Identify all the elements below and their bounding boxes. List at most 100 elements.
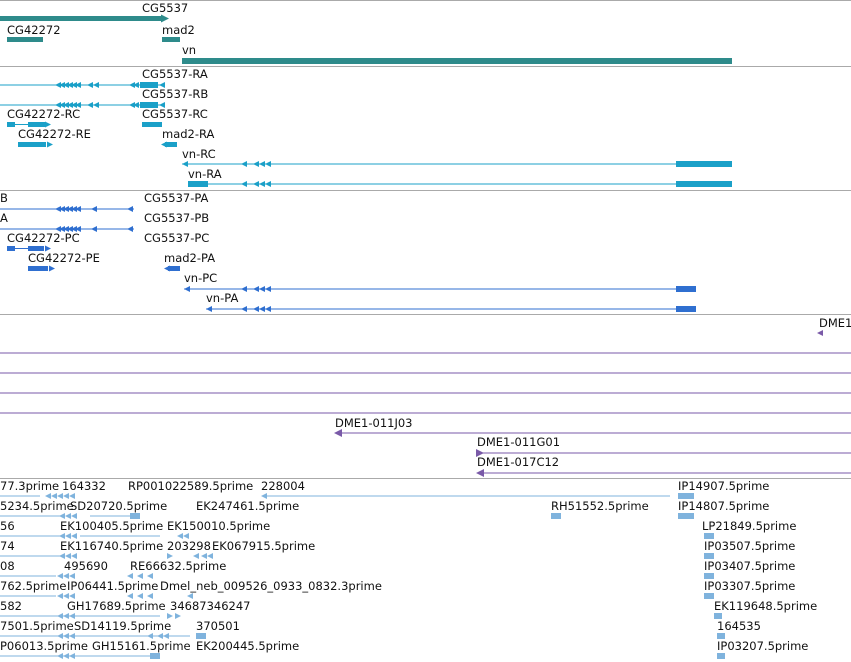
est-block[interactable] <box>704 573 714 579</box>
est-label[interactable]: IP03507.5prime <box>704 539 796 553</box>
exon-block[interactable] <box>676 161 732 167</box>
est-block[interactable] <box>130 513 140 519</box>
est-block[interactable] <box>196 633 206 639</box>
strand-arrow[interactable] <box>87 82 93 88</box>
strand-arrow[interactable] <box>67 226 73 232</box>
est-label[interactable]: GH17689.5prime <box>67 599 166 613</box>
strand-arrow[interactable] <box>259 306 265 312</box>
strand-arrow[interactable] <box>167 553 173 559</box>
strand-arrow[interactable] <box>87 102 93 108</box>
est-label[interactable]: 56 <box>0 519 15 533</box>
strand-arrow[interactable] <box>161 14 169 23</box>
strand-arrow[interactable] <box>157 633 163 639</box>
strand-arrow[interactable] <box>241 286 247 292</box>
strand-arrow[interactable] <box>175 613 181 619</box>
strand-arrow[interactable] <box>241 181 247 187</box>
strand-arrow[interactable] <box>93 82 99 88</box>
strand-arrow[interactable] <box>261 493 267 499</box>
est-block[interactable] <box>704 533 714 539</box>
est-label[interactable]: EK067915.5prime <box>212 539 316 553</box>
strand-arrow[interactable] <box>206 306 212 312</box>
est-label[interactable]: P06013.5prime <box>0 639 88 653</box>
strand-arrow[interactable] <box>476 469 484 477</box>
est-label[interactable]: 164332 <box>62 479 106 493</box>
strand-arrow[interactable] <box>45 121 51 128</box>
strand-arrow[interactable] <box>127 206 133 212</box>
est-label[interactable]: EK150010.5prime <box>167 519 271 533</box>
est-label[interactable]: EK247461.5prime <box>196 499 300 513</box>
est-label[interactable]: IP03307.5prime <box>704 579 796 593</box>
strand-arrow[interactable] <box>69 593 75 599</box>
transcript-label[interactable]: CG42272-RC <box>7 107 81 121</box>
est-label[interactable]: 228004 <box>261 479 305 493</box>
protein-label[interactable]: vn-PA <box>206 291 239 305</box>
strand-arrow[interactable] <box>55 102 61 108</box>
strand-arrow[interactable] <box>133 102 139 108</box>
strand-arrow[interactable] <box>63 206 69 212</box>
transcript-label[interactable]: CG42272-RE <box>18 127 91 141</box>
est-label[interactable]: 203298 <box>167 539 211 553</box>
est-label[interactable]: 495690 <box>64 559 108 573</box>
strand-arrow[interactable] <box>476 449 484 457</box>
strand-arrow[interactable] <box>137 573 143 579</box>
strand-arrow[interactable] <box>67 82 73 88</box>
strand-arrow[interactable] <box>201 553 207 559</box>
exon-block[interactable] <box>142 122 162 127</box>
strand-arrow[interactable] <box>65 513 71 519</box>
protein-label[interactable]: CG5537-PB <box>144 211 210 225</box>
strand-arrow[interactable] <box>45 493 51 499</box>
strand-arrow[interactable] <box>147 633 153 639</box>
est-block[interactable] <box>717 633 725 639</box>
strand-arrow[interactable] <box>63 573 69 579</box>
strand-arrow[interactable] <box>253 306 259 312</box>
strand-arrow[interactable] <box>241 306 247 312</box>
est-block[interactable] <box>714 613 722 619</box>
transcript-label[interactable]: vn-RC <box>182 147 216 161</box>
strand-arrow[interactable] <box>75 82 81 88</box>
est-label[interactable]: SD20720.5prime <box>70 499 168 513</box>
protein-label[interactable]: CG5537-PC <box>144 231 210 245</box>
gene-cg5537[interactable] <box>0 16 162 21</box>
est-label[interactable]: Dmel_neb_009526_0933_0832.3prime <box>160 579 382 593</box>
strand-arrow[interactable] <box>265 306 271 312</box>
strand-arrow[interactable] <box>259 181 265 187</box>
transcript-label[interactable]: CG5537-RA <box>142 67 208 81</box>
strand-arrow[interactable] <box>164 265 170 272</box>
est-label[interactable]: 370501 <box>196 619 240 633</box>
est-label[interactable]: 74 <box>0 539 15 553</box>
strand-arrow[interactable] <box>65 553 71 559</box>
strand-arrow[interactable] <box>71 102 77 108</box>
strand-arrow[interactable] <box>93 102 99 108</box>
est-label[interactable]: 08 <box>0 559 15 573</box>
est-block[interactable] <box>717 653 725 659</box>
est-block[interactable] <box>678 493 694 499</box>
protein-label[interactable]: B <box>0 191 8 205</box>
strand-arrow[interactable] <box>129 82 135 88</box>
exon-block[interactable] <box>165 142 177 147</box>
est-label[interactable]: IP03207.5prime <box>717 639 809 653</box>
strand-arrow[interactable] <box>129 102 135 108</box>
transcript-label[interactable]: CG5537-RC <box>142 107 208 121</box>
strand-arrow[interactable] <box>127 573 133 579</box>
strand-arrow[interactable] <box>182 161 188 167</box>
est-label[interactable]: IP03407.5prime <box>704 559 796 573</box>
clone-label[interactable]: DME1-011J03 <box>335 416 413 430</box>
protein-block[interactable] <box>28 266 48 271</box>
strand-arrow[interactable] <box>71 206 77 212</box>
est-label[interactable]: LP21849.5prime <box>702 519 797 533</box>
est-label[interactable]: IP14907.5prime <box>678 479 770 493</box>
strand-arrow[interactable] <box>47 141 53 148</box>
strand-arrow[interactable] <box>67 206 73 212</box>
exon-block[interactable] <box>28 122 46 127</box>
strand-arrow[interactable] <box>265 181 271 187</box>
strand-arrow[interactable] <box>91 226 97 232</box>
est-label[interactable]: RP001022589.5prime <box>128 479 254 493</box>
strand-arrow[interactable] <box>159 82 165 88</box>
est-label[interactable]: EK200445.5prime <box>196 639 300 653</box>
strand-arrow[interactable] <box>147 573 153 579</box>
exon-block[interactable] <box>140 102 158 108</box>
strand-arrow[interactable] <box>45 245 51 252</box>
clone-label[interactable]: DME1-017C12 <box>477 455 560 469</box>
